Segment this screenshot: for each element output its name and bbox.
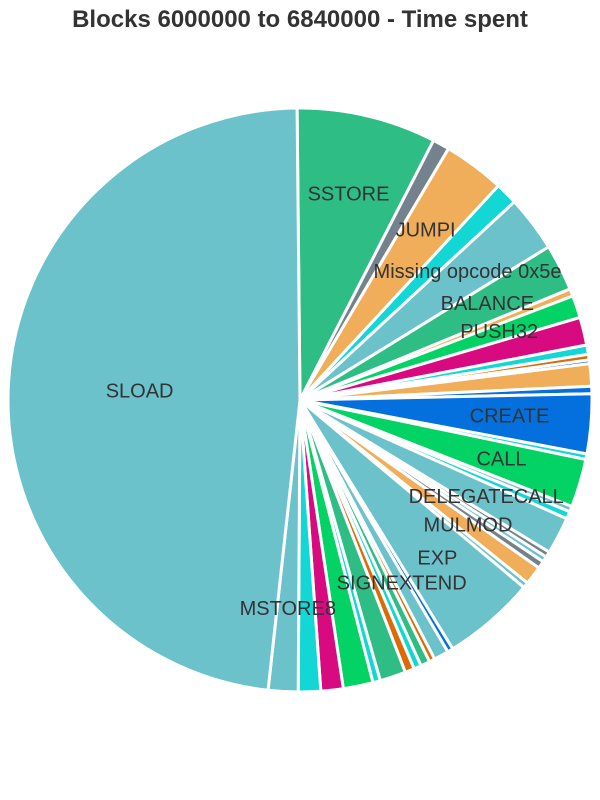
slice-label-mulmod: MULMOD	[424, 515, 513, 537]
pie-labels: SSTORE JUMPI Missing opcode 0x5e BALANCE PUS…	[106, 184, 564, 621]
slice-label-signextend: SIGNEXTEND	[337, 572, 467, 594]
slice-label-create: CREATE	[470, 406, 550, 428]
slice-label-call: CALL	[476, 448, 526, 470]
slice-label-sstore: SSTORE	[308, 184, 390, 206]
slice-label-balance: BALANCE	[441, 293, 534, 315]
slice-label-delegatecall: DELEGATECALL	[409, 486, 564, 508]
slice-label-missing-opcode-0x5e: Missing opcode 0x5e	[374, 261, 562, 283]
chart-title: Blocks 6000000 to 6840000 - Time spent	[72, 6, 528, 33]
pie-slice-sload	[6, 106, 302, 692]
pie-slice-sstore	[295, 106, 436, 401]
slice-label-jumpi: JUMPI	[396, 220, 456, 242]
slice-label-push32: PUSH32	[460, 321, 538, 343]
slice-label-exp: EXP	[417, 547, 457, 569]
slice-label-sload: SLOAD	[106, 380, 174, 402]
pie-slices	[6, 106, 594, 694]
slice-label-mstore8: MSTORE8	[240, 598, 336, 620]
